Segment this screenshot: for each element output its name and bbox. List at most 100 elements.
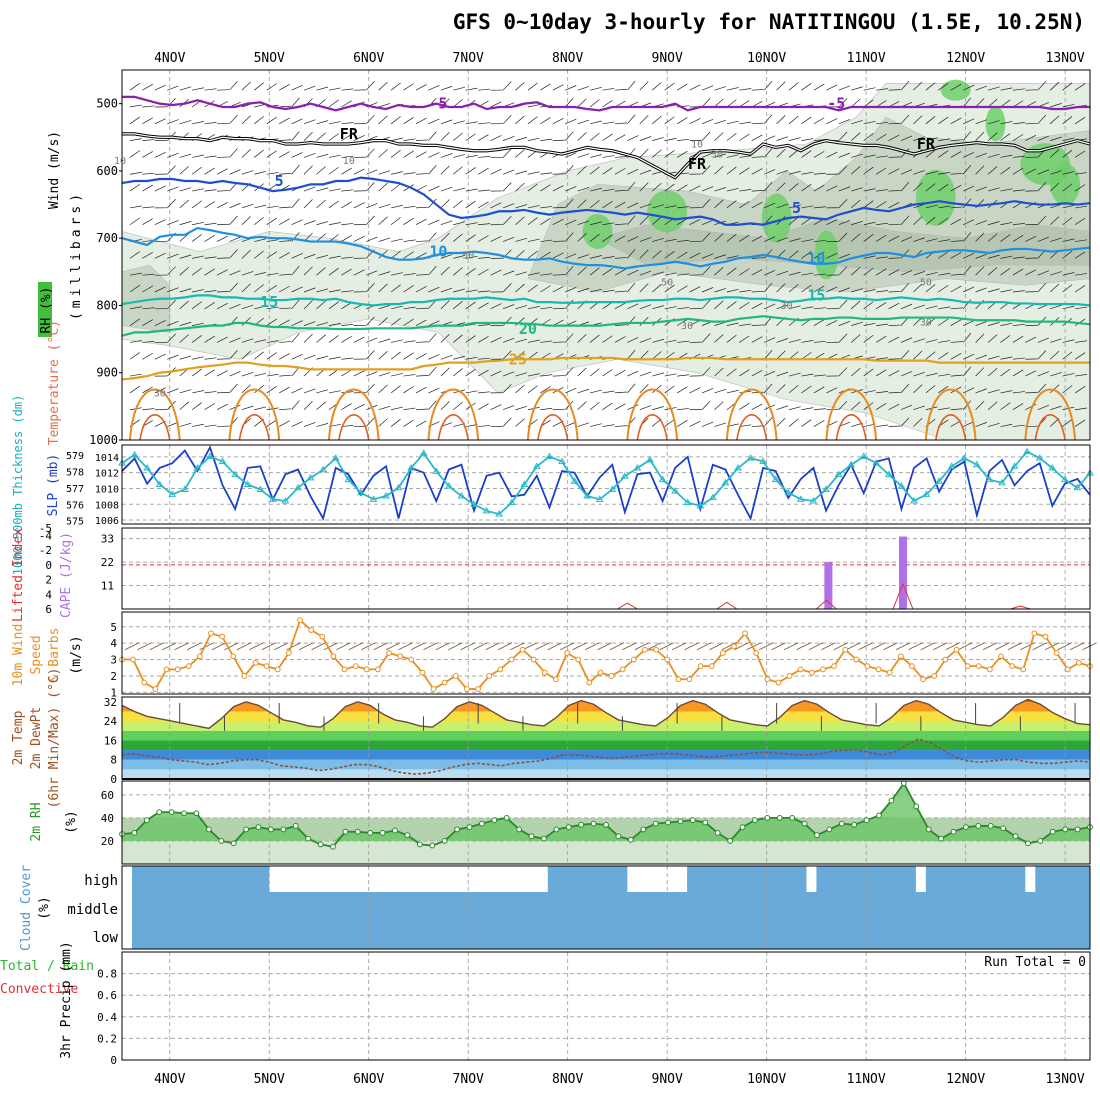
temp-color-band <box>122 711 1090 722</box>
wind-barb <box>664 205 677 209</box>
wind-barb <box>801 306 814 310</box>
rh2m-point <box>491 817 498 824</box>
rh2m-point <box>193 810 200 817</box>
wind-barb <box>378 237 391 242</box>
wind-barb <box>254 385 264 394</box>
wind-barb <box>987 98 998 108</box>
wind-speed-point <box>864 663 871 670</box>
wind-barb <box>962 131 972 141</box>
wind-barb <box>838 131 848 141</box>
wind-barb <box>216 291 230 293</box>
thickness-point <box>444 482 453 489</box>
wind-speed-point <box>1053 650 1060 656</box>
thickness-point <box>470 500 478 507</box>
cloud-gap <box>915 866 926 892</box>
wind-barb <box>913 304 925 310</box>
wind-barb <box>540 138 553 141</box>
wind-barb <box>515 250 525 259</box>
wind-barb <box>540 239 553 242</box>
wind-barb <box>254 149 264 158</box>
wind-barb <box>677 374 690 377</box>
wind-barb <box>888 134 900 141</box>
wind-barb <box>552 240 565 242</box>
temp-band-group <box>122 699 1090 779</box>
wind-barb <box>540 374 553 377</box>
wind-barb <box>453 288 465 293</box>
wind-barb <box>851 120 863 125</box>
wind-speed-point <box>408 656 415 663</box>
wind-barb <box>477 268 489 276</box>
rh2m-point <box>317 841 324 848</box>
wind-barb <box>838 152 851 158</box>
wind-barb <box>515 338 528 343</box>
wind-barb <box>614 189 627 192</box>
precip-tick-label: 0.2 <box>97 1032 117 1045</box>
wind-barb <box>875 369 887 377</box>
wind-barb <box>652 384 662 394</box>
wind-barb <box>676 420 688 427</box>
wind-barb <box>428 286 440 293</box>
wind-barb <box>415 274 428 276</box>
rh2m-point <box>553 826 560 833</box>
wind-barb <box>1012 234 1024 242</box>
wind-barb <box>801 138 814 141</box>
wind-barb <box>191 301 202 310</box>
wind-barb <box>577 86 590 91</box>
rh2m-point <box>541 835 547 842</box>
surface-wind-barb <box>348 642 364 651</box>
wind-barb <box>415 117 427 125</box>
wind-barb <box>950 151 962 158</box>
wind-barb <box>565 287 577 293</box>
low-level-temp-arc-inner <box>1034 414 1066 441</box>
wind-speed-point <box>719 650 726 656</box>
wind-barb <box>1074 184 1086 192</box>
wind-barb <box>875 133 887 141</box>
wind-barb <box>589 423 602 427</box>
wind-barb <box>204 268 215 276</box>
surface-wind-barb <box>734 642 749 651</box>
wind-speed-point <box>886 669 893 676</box>
wind-barb <box>303 186 316 192</box>
wind-speed-point <box>330 653 337 660</box>
wind-barb <box>378 372 391 377</box>
wind-barb <box>241 271 254 276</box>
wind-barb <box>801 352 812 360</box>
wind-barb <box>254 216 264 226</box>
wind-speed-point <box>519 646 526 653</box>
surface-wind-barb <box>572 642 587 651</box>
wind-barb <box>888 269 900 276</box>
rh2m-point <box>255 824 262 831</box>
wind-barb <box>963 84 975 91</box>
wind-barb <box>614 336 626 343</box>
wind-barb <box>341 134 352 141</box>
wind-barb <box>328 234 339 242</box>
wind-speed-point <box>586 679 593 686</box>
wind-barb <box>639 270 652 276</box>
wind-barb <box>403 239 416 242</box>
wind-speed-point <box>541 669 548 676</box>
wind-barb <box>851 367 861 377</box>
wind-barb <box>142 352 153 360</box>
wind-barb <box>378 418 388 427</box>
wind-barb <box>739 402 750 411</box>
wind-speed-point <box>1075 659 1082 666</box>
wind-barb <box>987 389 1000 394</box>
wind-barb <box>1075 340 1088 343</box>
wind-barb <box>1062 103 1075 108</box>
wind-barb <box>627 269 639 276</box>
wind-barb <box>167 299 176 310</box>
wind-barb <box>863 188 876 192</box>
wind-barb <box>279 252 290 259</box>
wind-barb <box>328 133 339 141</box>
wind-barb <box>341 167 352 175</box>
wind-barb <box>353 370 365 377</box>
wind-speed-point <box>1009 663 1016 670</box>
wind-barb <box>167 266 176 276</box>
wind-barb <box>888 156 901 158</box>
wind-barb <box>1075 239 1088 242</box>
wind-barb <box>652 216 662 225</box>
surface-wind-barb <box>323 642 339 651</box>
wind-barb <box>502 371 515 377</box>
wind-barb <box>739 121 752 125</box>
surface-wind-barb <box>833 642 849 651</box>
